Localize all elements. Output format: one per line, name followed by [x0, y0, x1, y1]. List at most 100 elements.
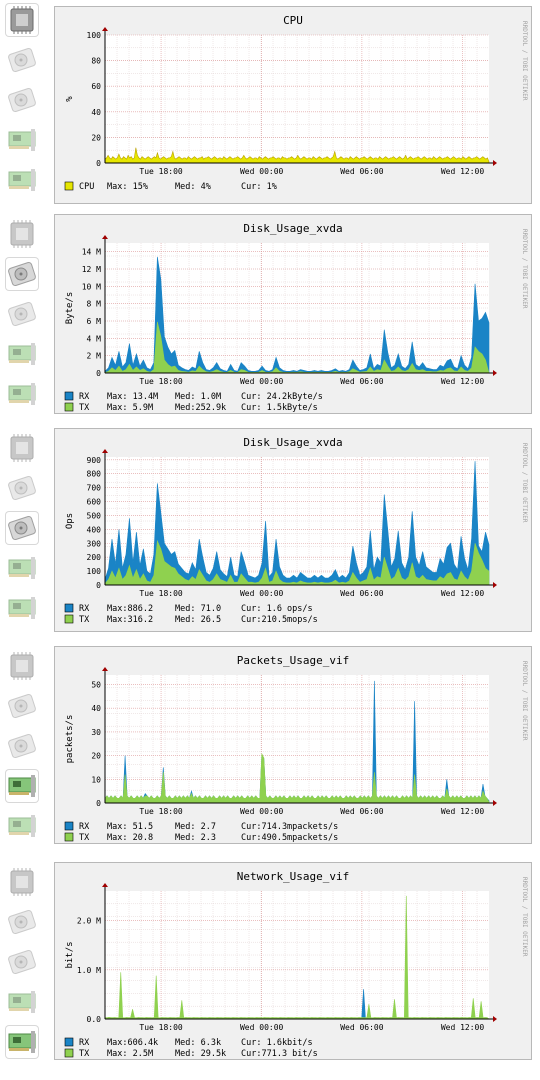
- sidebar-group: [0, 862, 44, 1062]
- chart-title: CPU: [283, 14, 303, 27]
- y-tick-label: 4 M: [87, 334, 102, 343]
- network-card-icon[interactable]: [6, 592, 38, 624]
- y-tick-label: 400: [87, 525, 102, 534]
- x-tick-label: Wed 00:00: [240, 167, 284, 176]
- disk-icon[interactable]: [6, 690, 38, 722]
- legend-med: Med: 4%: [175, 182, 211, 192]
- sidebar-group: [0, 646, 44, 846]
- network-card-icon[interactable]: [6, 164, 38, 196]
- x-tick-label: Wed 06:00: [340, 1023, 384, 1032]
- rrdtool-watermark: RRDTOOL / TOBI OETIKER: [521, 877, 528, 957]
- disk-icon[interactable]: [6, 906, 38, 938]
- cpu-icon[interactable]: [6, 866, 38, 898]
- y-tick-label: 6 M: [87, 317, 102, 326]
- series-area-rx: [104, 461, 490, 586]
- x-tick-label: Wed 06:00: [340, 589, 384, 598]
- y-tick-label: 100: [87, 31, 102, 40]
- series-area-tx: [104, 321, 490, 374]
- disk-icon[interactable]: [6, 298, 38, 330]
- legend-swatch: [64, 832, 74, 842]
- legend-swatch: [64, 402, 74, 412]
- legend-med: Med: 6.3k: [175, 1038, 221, 1048]
- y-tick-label: 50: [91, 680, 101, 689]
- y-tick-label: 2.0 M: [77, 917, 101, 926]
- network-card-icon[interactable]: [6, 378, 38, 410]
- y-tick-label: 2 M: [87, 352, 102, 361]
- legend-series-name: RX: [79, 604, 90, 614]
- legend-max: Max: 20.8: [107, 833, 153, 843]
- cpu-icon[interactable]: [6, 650, 38, 682]
- y-tick-label: 20: [91, 133, 101, 142]
- cpu-icon[interactable]: [6, 218, 38, 250]
- network-card-icon[interactable]: [6, 124, 38, 156]
- y-tick-label: 12 M: [82, 265, 101, 274]
- rrd-graph: Packets_Usage_vif RRDTOOL / TOBI OETIKER 0…: [64, 654, 528, 843]
- x-tick-label: Wed 00:00: [240, 377, 284, 386]
- y-tick-label: 40: [91, 108, 101, 117]
- y-axis-label: %: [65, 96, 75, 102]
- legend-med: Med: 2.7: [175, 822, 216, 832]
- x-tick-label: Wed 00:00: [240, 807, 284, 816]
- x-tick-label: Wed 12:00: [441, 1023, 485, 1032]
- network-card-icon[interactable]: [6, 338, 38, 370]
- series-area-tx: [104, 539, 490, 586]
- y-tick-label: 0: [96, 159, 101, 168]
- legend-swatch: [64, 603, 74, 613]
- legend-med: Med: 29.5k: [175, 1049, 226, 1059]
- legend-max: Max:606.4k: [107, 1038, 158, 1048]
- legend-series-name: RX: [79, 1038, 90, 1048]
- network-card-icon[interactable]: [6, 552, 38, 584]
- y-tick-label: 10: [91, 775, 101, 784]
- disk-icon[interactable]: [6, 512, 38, 544]
- network-card-icon[interactable]: [6, 810, 38, 842]
- network-card-icon[interactable]: [6, 986, 38, 1018]
- legend-med: Med: 1.0M: [175, 392, 221, 402]
- cpu-icon[interactable]: [6, 432, 38, 464]
- disk-icon[interactable]: [6, 44, 38, 76]
- legend-med: Med: 71.0: [175, 604, 221, 614]
- y-tick-label: 200: [87, 553, 102, 562]
- legend-swatch: [64, 821, 74, 831]
- y-tick-label: 900: [87, 456, 102, 465]
- sidebar-group: [0, 428, 44, 628]
- legend-swatch: [64, 614, 74, 624]
- network-card-icon[interactable]: [6, 1026, 38, 1058]
- sidebar-group: [0, 214, 44, 414]
- disk-icon[interactable]: [6, 946, 38, 978]
- legend-series-name: CPU: [79, 182, 94, 192]
- y-tick-label: 100: [87, 567, 102, 576]
- disk-icon[interactable]: [6, 730, 38, 762]
- x-tick-label: Wed 06:00: [340, 167, 384, 176]
- graph-panel: CPU RRDTOOL / TOBI OETIKER 0 20 40 60 80 100 Tue…: [54, 6, 532, 204]
- legend-series-name: TX: [79, 833, 90, 843]
- legend-series-name: RX: [79, 822, 90, 832]
- y-axis-label: packets/s: [65, 715, 75, 764]
- rrd-graph: CPU RRDTOOL / TOBI OETIKER 0 20 40 60 80 100 Tue…: [64, 14, 528, 192]
- x-tick-label: Tue 18:00: [139, 167, 183, 176]
- legend-max: Max: 13.4M: [107, 392, 158, 402]
- y-tick-label: 0: [96, 799, 101, 808]
- x-tick-label: Wed 12:00: [441, 589, 485, 598]
- legend-cur: Cur:210.5mops/s: [241, 615, 318, 625]
- disk-icon[interactable]: [6, 84, 38, 116]
- series-area-rx: [104, 256, 490, 374]
- legend-med: Med:252.9k: [175, 403, 226, 413]
- cpu-icon[interactable]: [6, 4, 38, 36]
- y-tick-label: 0: [96, 369, 101, 378]
- x-tick-label: Tue 18:00: [139, 807, 183, 816]
- legend-max: Max: 51.5: [107, 822, 153, 832]
- legend-max: Max:316.2: [107, 615, 153, 625]
- chart-title: Packets_Usage_vif: [237, 654, 350, 667]
- x-tick-label: Tue 18:00: [139, 1023, 183, 1032]
- disk-icon[interactable]: [6, 472, 38, 504]
- y-tick-label: 0.0: [87, 1015, 102, 1024]
- y-tick-label: 30: [91, 728, 101, 737]
- legend-max: Max: 5.9M: [107, 403, 153, 413]
- legend-cur: Cur: 1.5kByte/s: [241, 403, 318, 413]
- legend-med: Med: 26.5: [175, 615, 221, 625]
- disk-icon[interactable]: [6, 258, 38, 290]
- network-card-icon[interactable]: [6, 770, 38, 802]
- y-tick-label: 700: [87, 484, 102, 493]
- y-tick-label: 800: [87, 470, 102, 479]
